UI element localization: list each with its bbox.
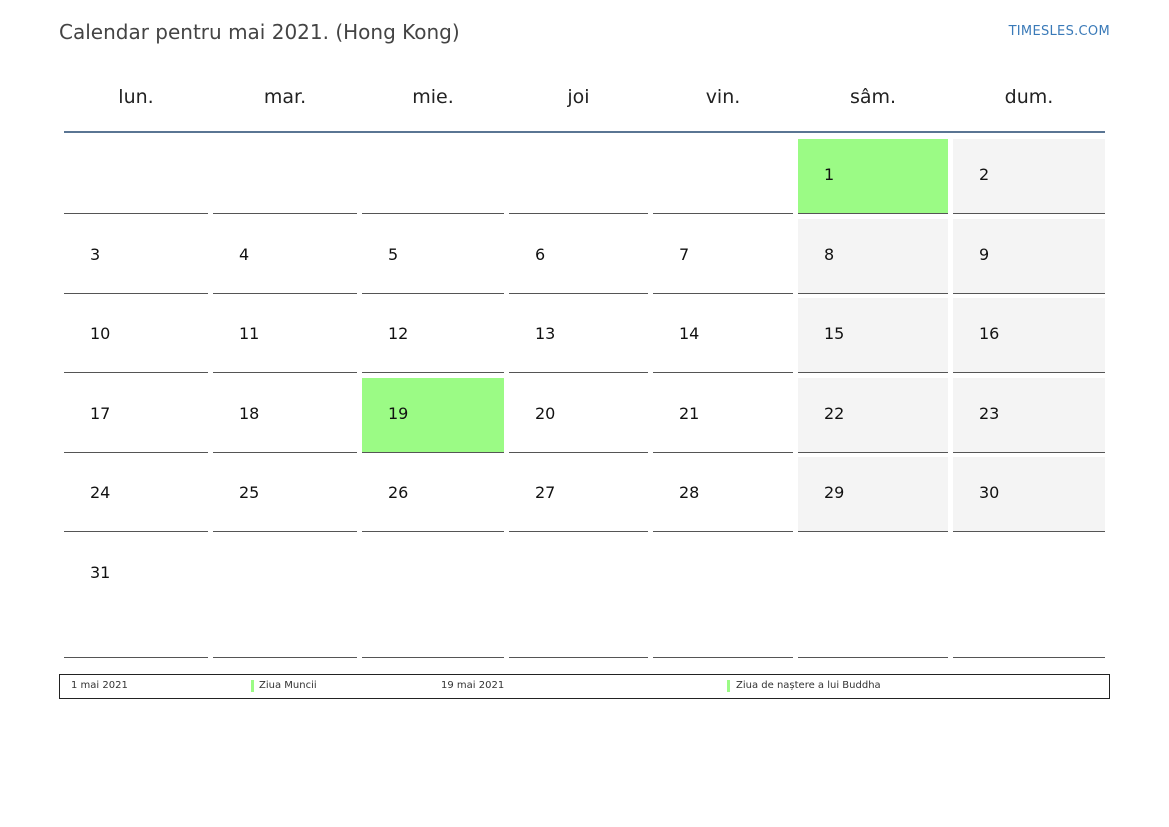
day-number: 25 (239, 483, 260, 502)
weekday-mon: lun. (118, 86, 154, 108)
site-link[interactable]: TIMESLES.COM (1008, 24, 1110, 39)
empty-day-cell (213, 537, 357, 658)
day-cell-6: 6 (509, 219, 648, 294)
day-number: 16 (979, 324, 1000, 343)
day-number: 28 (679, 483, 700, 502)
weekday-sat: sâm. (849, 86, 897, 108)
day-cell-1: 1 (798, 139, 948, 214)
day-cell-28: 28 (653, 457, 793, 532)
day-cell-27: 27 (509, 457, 648, 532)
day-number: 30 (979, 483, 1000, 502)
legend-date-1: 1 mai 2021 (71, 680, 128, 691)
empty-day-cell (509, 537, 648, 658)
legend-marker-2 (727, 680, 730, 692)
day-cell-12: 12 (362, 298, 504, 373)
day-cell-23: 23 (953, 378, 1105, 453)
weekday-fri: vin. (705, 86, 741, 108)
empty-day-cell (213, 139, 357, 214)
day-number: 26 (388, 483, 409, 502)
day-cell-31: 31 (64, 537, 208, 658)
day-cell-13: 13 (509, 298, 648, 373)
day-cell-18: 18 (213, 378, 357, 453)
day-cell-26: 26 (362, 457, 504, 532)
day-number: 12 (388, 324, 409, 343)
day-cell-15: 15 (798, 298, 948, 373)
day-number: 21 (679, 404, 700, 423)
weekday-wed: mie. (412, 86, 454, 108)
empty-day-cell (798, 537, 948, 658)
day-cell-14: 14 (653, 298, 793, 373)
day-cell-2: 2 (953, 139, 1105, 214)
day-cell-4: 4 (213, 219, 357, 294)
empty-day-cell (653, 139, 793, 214)
day-number: 15 (824, 324, 845, 343)
day-number: 17 (90, 404, 111, 423)
day-number: 5 (388, 245, 399, 264)
day-number: 6 (535, 245, 546, 264)
day-cell-11: 11 (213, 298, 357, 373)
day-number: 23 (979, 404, 1000, 423)
empty-day-cell (362, 537, 504, 658)
day-number: 7 (679, 245, 690, 264)
weekday-thu: joi (567, 86, 590, 108)
day-cell-20: 20 (509, 378, 648, 453)
weekday-sun: dum. (1004, 86, 1054, 108)
day-number: 4 (239, 245, 250, 264)
header-rule (64, 131, 1105, 133)
day-number: 9 (979, 245, 990, 264)
empty-day-cell (509, 139, 648, 214)
day-cell-19: 19 (362, 378, 504, 453)
legend-date-2: 19 mai 2021 (441, 680, 505, 691)
day-number: 22 (824, 404, 845, 423)
empty-day-cell (362, 139, 504, 214)
empty-day-cell (953, 537, 1105, 658)
day-number: 1 (824, 165, 835, 184)
day-number: 11 (239, 324, 260, 343)
empty-day-cell (64, 139, 208, 214)
day-number: 14 (679, 324, 700, 343)
day-cell-16: 16 (953, 298, 1105, 373)
day-cell-22: 22 (798, 378, 948, 453)
day-cell-30: 30 (953, 457, 1105, 532)
weekday-tue: mar. (263, 86, 307, 108)
day-number: 24 (90, 483, 111, 502)
day-cell-17: 17 (64, 378, 208, 453)
day-cell-7: 7 (653, 219, 793, 294)
calendar-title: Calendar pentru mai 2021. (Hong Kong) (59, 20, 460, 44)
day-cell-24: 24 (64, 457, 208, 532)
legend-name-1: Ziua Muncii (259, 680, 317, 691)
day-cell-29: 29 (798, 457, 948, 532)
legend-marker-1 (251, 680, 254, 692)
day-number: 27 (535, 483, 556, 502)
day-cell-25: 25 (213, 457, 357, 532)
day-number: 29 (824, 483, 845, 502)
day-cell-10: 10 (64, 298, 208, 373)
day-cell-9: 9 (953, 219, 1105, 294)
empty-day-cell (653, 537, 793, 658)
day-number: 8 (824, 245, 835, 264)
day-cell-21: 21 (653, 378, 793, 453)
day-number: 20 (535, 404, 556, 423)
day-cell-3: 3 (64, 219, 208, 294)
day-number: 13 (535, 324, 556, 343)
day-number: 10 (90, 324, 111, 343)
day-cell-5: 5 (362, 219, 504, 294)
day-number: 19 (388, 404, 409, 423)
day-number: 3 (90, 245, 101, 264)
legend-name-2: Ziua de naștere a lui Buddha (736, 680, 881, 691)
day-number: 2 (979, 165, 990, 184)
day-number: 18 (239, 404, 260, 423)
weekday-header-row: lun. mar. mie. joi vin. sâm. dum. (0, 86, 1169, 116)
day-number: 31 (90, 563, 111, 582)
holiday-legend: 1 mai 2021 Ziua Muncii 19 mai 2021 Ziua … (59, 674, 1110, 699)
day-cell-8: 8 (798, 219, 948, 294)
